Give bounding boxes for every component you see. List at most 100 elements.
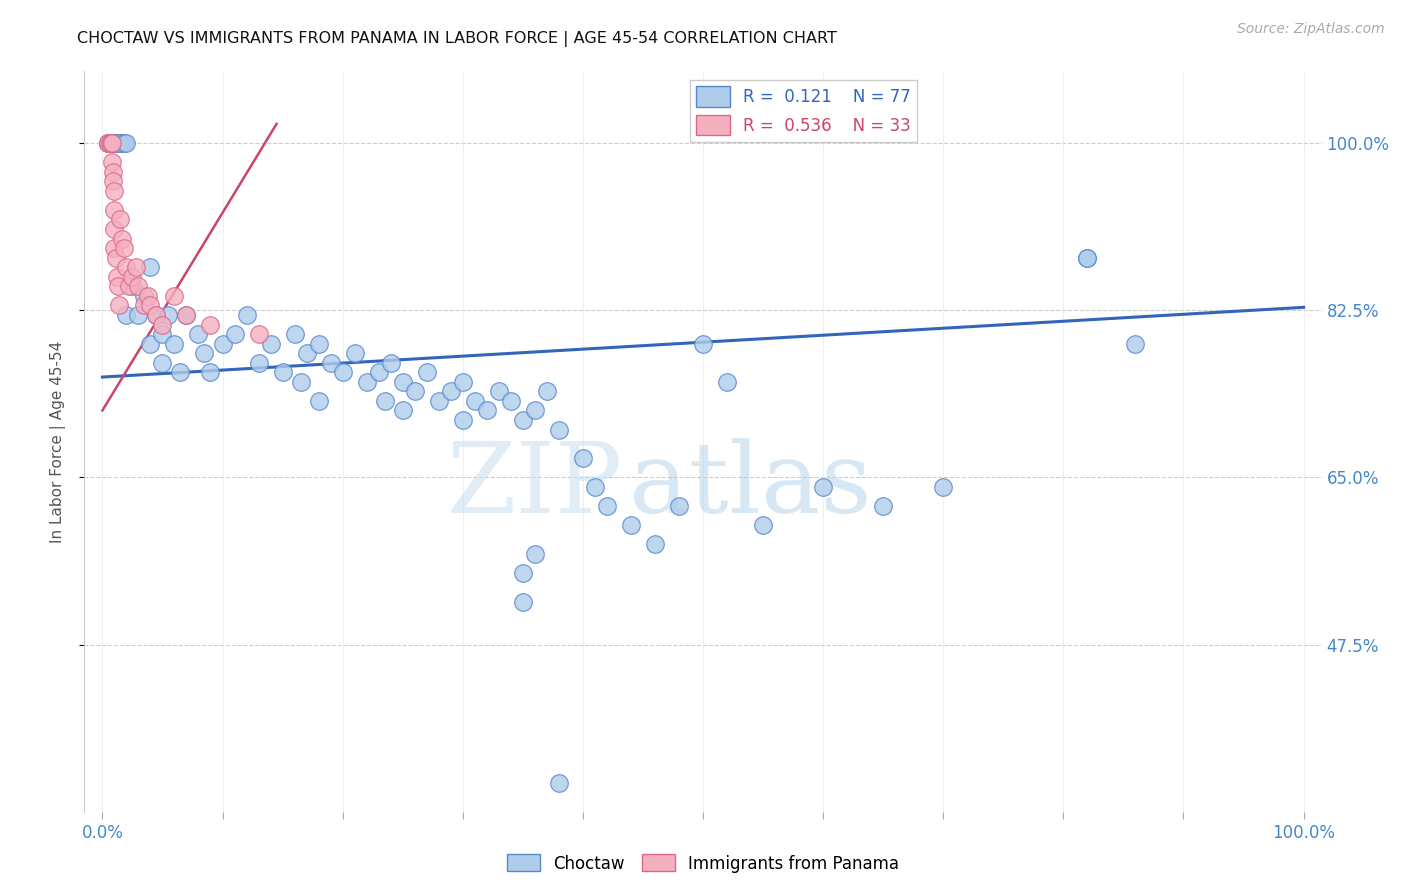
Point bbox=[464, 393, 486, 408]
Point bbox=[136, 289, 159, 303]
Point bbox=[107, 279, 129, 293]
Point bbox=[103, 136, 125, 150]
Point bbox=[224, 327, 246, 342]
Point bbox=[872, 499, 894, 513]
Point bbox=[374, 393, 396, 408]
Point bbox=[134, 289, 156, 303]
Point bbox=[108, 298, 131, 312]
Point bbox=[103, 202, 125, 217]
Point bbox=[752, 518, 775, 533]
Point bbox=[103, 241, 125, 255]
Point bbox=[127, 308, 149, 322]
Point bbox=[620, 518, 643, 533]
Point bbox=[343, 346, 366, 360]
Point bbox=[271, 365, 294, 379]
Point bbox=[193, 346, 215, 360]
Point bbox=[200, 365, 222, 379]
Point bbox=[103, 184, 125, 198]
Legend: R =  0.121    N = 77, R =  0.536    N = 33: R = 0.121 N = 77, R = 0.536 N = 33 bbox=[689, 79, 917, 142]
Point bbox=[101, 155, 124, 169]
Point bbox=[475, 403, 498, 417]
Point bbox=[115, 136, 138, 150]
Point bbox=[295, 346, 318, 360]
Point bbox=[692, 336, 714, 351]
Point bbox=[547, 423, 569, 437]
Point bbox=[101, 136, 124, 150]
Point bbox=[404, 384, 426, 399]
Point bbox=[163, 289, 186, 303]
Point bbox=[932, 480, 955, 494]
Legend: Choctaw, Immigrants from Panama: Choctaw, Immigrants from Panama bbox=[501, 847, 905, 880]
Point bbox=[176, 308, 198, 322]
Point bbox=[110, 136, 132, 150]
Point bbox=[512, 413, 534, 427]
Point bbox=[811, 480, 834, 494]
Point bbox=[103, 136, 125, 150]
Point bbox=[512, 594, 534, 608]
Point bbox=[127, 279, 149, 293]
Point bbox=[332, 365, 354, 379]
Point bbox=[152, 318, 174, 332]
Point bbox=[451, 375, 474, 389]
Point bbox=[100, 136, 122, 150]
Point bbox=[488, 384, 510, 399]
Point bbox=[200, 318, 222, 332]
Point bbox=[1076, 251, 1098, 265]
Point bbox=[152, 327, 174, 342]
Point bbox=[1125, 336, 1147, 351]
Point bbox=[1076, 251, 1098, 265]
Point bbox=[98, 136, 121, 150]
Point bbox=[105, 136, 128, 150]
Point bbox=[176, 308, 198, 322]
Point bbox=[499, 393, 522, 408]
Point bbox=[169, 365, 191, 379]
Point bbox=[145, 308, 167, 322]
Point bbox=[512, 566, 534, 580]
Text: atlas: atlas bbox=[628, 438, 872, 533]
Point bbox=[356, 375, 378, 389]
Point bbox=[157, 308, 180, 322]
Point bbox=[716, 375, 738, 389]
Point bbox=[391, 403, 413, 417]
Point bbox=[391, 375, 413, 389]
Point bbox=[523, 547, 546, 561]
Point bbox=[547, 776, 569, 790]
Point bbox=[115, 260, 138, 275]
Point bbox=[583, 480, 606, 494]
Point bbox=[112, 241, 135, 255]
Point bbox=[121, 279, 143, 293]
Point bbox=[104, 251, 127, 265]
Point bbox=[139, 336, 162, 351]
Point bbox=[235, 308, 257, 322]
Point bbox=[247, 356, 270, 370]
Point bbox=[290, 375, 312, 389]
Point bbox=[139, 260, 162, 275]
Point bbox=[118, 279, 141, 293]
Point bbox=[319, 356, 342, 370]
Point bbox=[152, 356, 174, 370]
Point bbox=[284, 327, 307, 342]
Y-axis label: In Labor Force | Age 45-54: In Labor Force | Age 45-54 bbox=[51, 341, 66, 542]
Point bbox=[121, 269, 143, 284]
Point bbox=[367, 365, 389, 379]
Point bbox=[536, 384, 558, 399]
Point bbox=[97, 136, 120, 150]
Text: ZIP: ZIP bbox=[446, 438, 623, 533]
Point bbox=[187, 327, 209, 342]
Point bbox=[103, 164, 125, 178]
Text: CHOCTAW VS IMMIGRANTS FROM PANAMA IN LABOR FORCE | AGE 45-54 CORRELATION CHART: CHOCTAW VS IMMIGRANTS FROM PANAMA IN LAB… bbox=[77, 31, 837, 47]
Point bbox=[125, 260, 148, 275]
Point bbox=[596, 499, 619, 513]
Point bbox=[97, 136, 120, 150]
Point bbox=[145, 308, 167, 322]
Point bbox=[308, 393, 330, 408]
Point bbox=[451, 413, 474, 427]
Point bbox=[440, 384, 463, 399]
Point bbox=[139, 298, 162, 312]
Point bbox=[211, 336, 233, 351]
Point bbox=[427, 393, 450, 408]
Point bbox=[380, 356, 402, 370]
Point bbox=[103, 222, 125, 236]
Point bbox=[103, 174, 125, 188]
Point bbox=[97, 136, 120, 150]
